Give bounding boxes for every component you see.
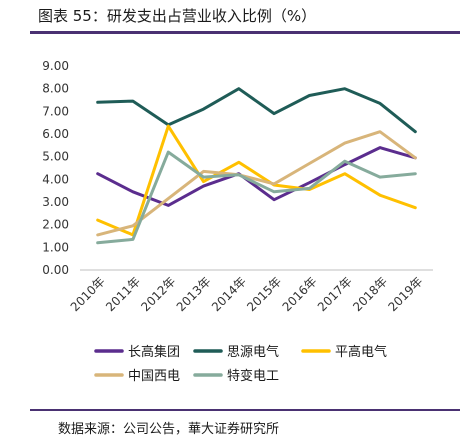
legend-label-1: 长高集团 [128, 344, 180, 360]
legend-label-3: 平高电气 [335, 344, 387, 360]
footer-divider [30, 409, 460, 411]
x-tick-label: 2019年 [385, 274, 425, 314]
y-tick-label: 3.00 [42, 195, 69, 209]
x-tick-label: 2017年 [315, 274, 355, 314]
x-tick-label: 2018年 [350, 274, 390, 314]
y-tick-label: 8.00 [42, 82, 69, 96]
legend-label-4: 中国西电 [128, 369, 180, 384]
y-tick-label: 7.00 [42, 104, 69, 118]
chart-title: 图表 55：研发支出占营业收入比例（%） [38, 7, 317, 25]
chart-series [96, 87, 417, 245]
legend-label-2: 思源电气 [227, 344, 279, 360]
y-tick-label: 4.00 [42, 172, 69, 186]
series-line-3 [96, 124, 417, 237]
x-tick-label: 2014年 [209, 274, 249, 314]
y-tick-label: 1.00 [42, 240, 69, 254]
series-line-5 [96, 150, 417, 245]
x-tick-label: 2013年 [174, 274, 214, 314]
x-tick-label: 2015年 [244, 274, 284, 314]
y-tick-label: 0.00 [42, 263, 69, 277]
source-note: 数据来源：公司公告，華大证券研究所 [58, 422, 280, 437]
y-tick-label: 2.00 [42, 218, 69, 232]
series-line-4 [96, 130, 417, 237]
y-tick-label: 5.00 [42, 150, 69, 164]
x-tick-label: 2012年 [138, 274, 178, 314]
y-tick-label: 9.00 [42, 59, 69, 73]
series-line-2 [96, 87, 417, 134]
title-divider [30, 31, 460, 34]
y-tick-label: 6.00 [42, 127, 69, 141]
x-tick-label: 2010年 [68, 274, 108, 314]
legend-label-5: 特变电工 [227, 368, 279, 384]
x-tick-label: 2016年 [280, 274, 320, 314]
x-tick-label: 2011年 [103, 274, 143, 314]
chart-axes: 0.00 1.00 2.00 3.00 4.00 5.00 6.00 7.00 8.00 9.00… [42, 59, 433, 314]
